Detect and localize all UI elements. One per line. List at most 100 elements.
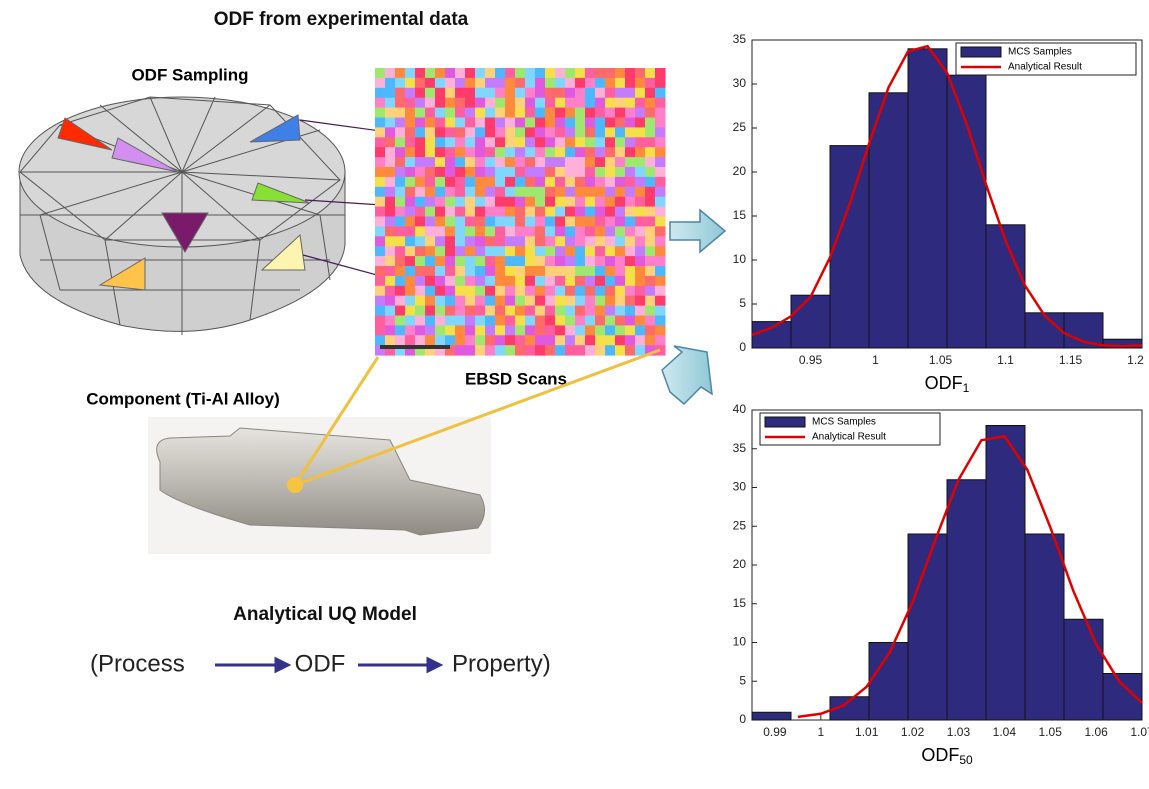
grain — [535, 325, 546, 336]
grain — [415, 167, 426, 178]
grain — [505, 176, 516, 188]
grain — [535, 97, 546, 109]
figure-title: ODF from experimental data — [214, 9, 469, 30]
grain — [585, 345, 596, 356]
grain — [525, 137, 536, 148]
grain — [565, 107, 576, 118]
x-tick-label: 1.03 — [947, 725, 971, 739]
grain — [585, 305, 596, 316]
grain — [415, 97, 426, 109]
grain — [405, 226, 416, 237]
grain — [425, 87, 436, 99]
grain — [565, 335, 576, 346]
grain — [515, 68, 526, 79]
grain — [485, 295, 496, 307]
grain — [625, 77, 636, 89]
grain — [385, 196, 396, 208]
grain — [485, 266, 496, 277]
grain — [375, 206, 386, 217]
grain — [485, 186, 496, 198]
grain — [585, 147, 596, 158]
grain — [595, 275, 606, 287]
grain — [435, 68, 446, 79]
y-tick-label: 30 — [733, 76, 747, 90]
grain — [555, 176, 566, 188]
grain — [625, 87, 636, 99]
grain — [655, 295, 666, 307]
grain — [575, 167, 586, 178]
grain — [635, 345, 646, 356]
grain — [565, 325, 576, 336]
grain — [435, 275, 446, 287]
grain — [475, 275, 486, 287]
grain — [405, 246, 416, 257]
flow-arrows — [215, 656, 444, 674]
grain — [455, 206, 466, 217]
grain — [625, 127, 636, 138]
grain — [495, 127, 506, 138]
grain — [465, 345, 476, 356]
grain — [485, 285, 496, 297]
grain — [385, 216, 396, 227]
grain — [415, 236, 426, 247]
grain — [385, 97, 396, 109]
grain — [595, 256, 606, 267]
grain — [375, 147, 386, 158]
grain — [645, 77, 656, 89]
grain — [415, 196, 426, 208]
bar — [985, 224, 1026, 349]
grain — [515, 157, 526, 168]
grain — [435, 226, 446, 237]
grain — [495, 167, 506, 178]
grain — [525, 157, 536, 168]
grain — [395, 256, 406, 267]
grain — [535, 315, 546, 326]
grain — [615, 295, 626, 307]
grain — [455, 305, 466, 316]
grain — [455, 127, 466, 138]
grain — [505, 315, 516, 326]
grain — [515, 127, 526, 138]
grain — [585, 295, 596, 307]
grain — [635, 335, 646, 346]
grain — [475, 87, 486, 99]
grain — [625, 186, 636, 198]
grain — [645, 186, 656, 198]
x-tick-label: 1 — [817, 725, 824, 739]
grain — [585, 127, 596, 138]
grain — [375, 77, 386, 89]
grain — [505, 157, 516, 168]
grain — [545, 216, 556, 227]
grain — [445, 325, 456, 336]
grain — [505, 77, 516, 89]
grain — [445, 167, 456, 178]
grain — [495, 186, 506, 198]
legend-swatch — [764, 416, 806, 428]
grain — [565, 315, 576, 326]
grain — [395, 236, 406, 247]
grain — [635, 315, 646, 326]
grain — [655, 335, 666, 346]
grain — [595, 157, 606, 168]
grain — [585, 275, 596, 287]
grain — [535, 147, 546, 158]
grain — [385, 335, 396, 346]
grain — [635, 157, 646, 168]
grain — [655, 325, 666, 336]
grain — [475, 157, 486, 168]
grain — [535, 117, 546, 128]
grain — [405, 256, 416, 267]
grain — [605, 186, 616, 198]
grain — [375, 325, 386, 336]
grain — [655, 305, 666, 316]
bar — [1024, 533, 1065, 721]
grain — [625, 176, 636, 188]
grain — [605, 68, 616, 79]
y-tick-label: 10 — [733, 635, 747, 649]
grain — [525, 305, 536, 316]
grain — [475, 246, 486, 257]
grain — [505, 236, 516, 247]
grain — [615, 196, 626, 208]
grain — [435, 176, 446, 188]
grain — [425, 186, 436, 198]
